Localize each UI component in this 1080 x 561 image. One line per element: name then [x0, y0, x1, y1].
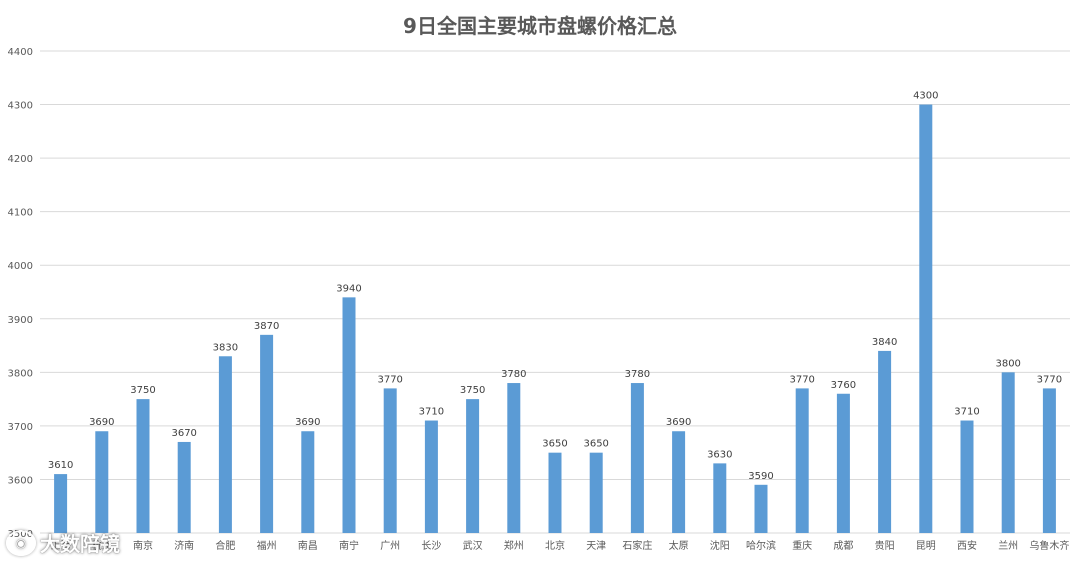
bar: [301, 431, 315, 533]
x-tick-label: 武汉: [463, 539, 483, 552]
x-tick-label: 南宁: [339, 539, 359, 552]
x-tick-label: 上海: [51, 539, 71, 552]
x-tick-label: 西安: [957, 539, 977, 552]
y-tick-label: 3600: [8, 475, 33, 486]
data-label: 3710: [954, 407, 979, 418]
data-label: 3690: [295, 417, 320, 428]
x-tick-label: 重庆: [792, 539, 812, 552]
data-label: 3780: [625, 369, 650, 380]
bar: [589, 452, 603, 533]
x-tick-label: 济南: [174, 539, 194, 552]
y-tick-label: 3800: [8, 368, 33, 379]
data-label: 3940: [336, 283, 361, 294]
data-label: 3590: [748, 471, 773, 482]
bars: [54, 104, 1056, 534]
x-tick-label: 长沙: [421, 540, 441, 552]
x-tick-label: 哈尔滨: [746, 539, 776, 552]
bar: [260, 334, 274, 533]
bar: [548, 452, 562, 533]
bar: [342, 297, 356, 533]
data-label: 3800: [995, 358, 1020, 369]
bar: [218, 356, 232, 533]
x-tick-label: 沈阳: [710, 539, 730, 552]
bar: [713, 463, 727, 533]
data-label: 3630: [707, 449, 732, 460]
y-tick-label: 3700: [8, 422, 33, 433]
data-label: 3750: [460, 385, 485, 396]
x-tick-label: 合肥: [215, 539, 235, 552]
chart-title: 9日全国主要城市盘螺价格汇总: [403, 14, 677, 38]
x-tick-label: 郑州: [504, 539, 524, 552]
y-tick-label: 4200: [8, 154, 33, 165]
bar: [507, 383, 521, 533]
bar: [54, 474, 68, 533]
data-label: 3650: [583, 439, 608, 450]
x-tick-label: 杭州: [92, 539, 112, 552]
data-label: 3690: [666, 417, 691, 428]
y-tick-label: 4100: [8, 208, 33, 219]
bar: [836, 393, 850, 533]
bar: [424, 420, 438, 533]
data-labels: 3610 3690 3750 3670 3830 3870 3690 3940 3770 3710…: [48, 91, 1062, 482]
bar: [1042, 388, 1056, 533]
y-tick-label: 4300: [8, 101, 33, 112]
data-label: 3770: [1037, 374, 1062, 385]
data-label: 3780: [501, 369, 526, 380]
x-tick-label: 昆明: [916, 540, 936, 552]
x-tick-label: 福州: [257, 539, 277, 552]
watermark: ◉ 大数陪镜: [6, 528, 120, 557]
data-label: 3770: [377, 374, 402, 385]
bar: [383, 388, 397, 533]
x-tick-label: 南昌: [298, 539, 318, 552]
data-label: 3760: [831, 380, 856, 391]
bar: [672, 431, 686, 533]
x-tick-label: 石家庄: [622, 539, 652, 552]
y-tick-label: 4400: [8, 47, 33, 58]
bar: [754, 484, 768, 533]
x-tick-label: 兰州: [998, 539, 1018, 552]
data-label: 3750: [130, 385, 155, 396]
x-tick-label: 乌鲁木齐: [1029, 539, 1069, 552]
x-tick-label: 成都: [833, 540, 853, 552]
data-label: 3830: [213, 342, 238, 353]
y-tick-label: 3900: [8, 315, 33, 326]
x-tick-label: 南京: [133, 539, 153, 552]
x-axis-tick-labels: 上海 杭州 南京 济南 合肥 福州 南昌 南宁 广州 长沙 武汉 郑州 北京 天津 石家庄 太原 沈阳 哈尔滨 重庆…: [51, 539, 1070, 552]
data-label: 3840: [872, 337, 897, 348]
bar: [177, 441, 191, 533]
bar: [466, 399, 480, 533]
data-label: 3710: [419, 407, 444, 418]
bar: [95, 431, 109, 533]
x-tick-label: 太原: [669, 539, 689, 552]
data-label: 3870: [254, 321, 279, 332]
bar: [1001, 372, 1015, 533]
data-label: 3610: [48, 460, 73, 471]
data-label: 4300: [913, 91, 938, 102]
bar: [919, 104, 933, 534]
watermark-text: 大数陪镜: [40, 532, 120, 556]
x-tick-label: 广州: [380, 540, 400, 552]
bar: [878, 350, 892, 533]
bar: [960, 420, 974, 533]
camera-logo-icon: ◉: [6, 529, 36, 556]
bar: [136, 399, 150, 533]
data-label: 3770: [789, 374, 814, 385]
bar: [630, 383, 644, 533]
y-tick-label: 4000: [8, 261, 33, 272]
x-tick-label: 北京: [545, 539, 565, 552]
data-label: 3690: [89, 417, 114, 428]
x-tick-label: 天津: [586, 540, 606, 552]
bar: [795, 388, 809, 533]
data-label: 3650: [542, 439, 567, 450]
data-label: 3670: [171, 428, 196, 439]
x-tick-label: 贵阳: [875, 539, 895, 552]
